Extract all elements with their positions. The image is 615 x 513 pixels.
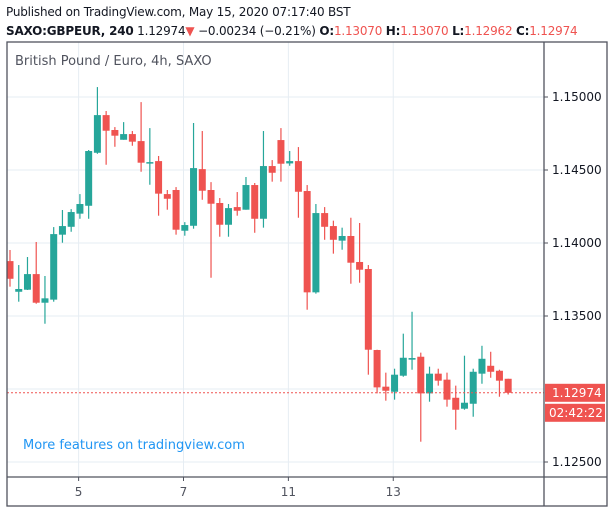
candle-down <box>233 207 241 211</box>
candle-down <box>277 140 285 164</box>
candle-down <box>6 261 14 279</box>
countdown-badge <box>545 403 605 422</box>
candle-down <box>487 365 495 372</box>
candle-down <box>268 166 276 173</box>
chart-frame <box>6 41 608 507</box>
grid <box>7 42 544 477</box>
candle-up <box>408 358 416 360</box>
tradingview-link[interactable]: More features on tradingview.com <box>23 438 245 453</box>
y-tick-label: 1.15000 <box>552 90 602 104</box>
close-label: C: <box>516 24 530 38</box>
candle-down <box>216 202 224 225</box>
x-tick-label: 13 <box>386 485 401 499</box>
x-tick-label: 11 <box>281 485 296 499</box>
candle-up <box>286 161 294 164</box>
candle-up <box>181 225 189 231</box>
last-price-badge <box>545 383 605 402</box>
candle-down <box>163 194 171 199</box>
candle-up <box>259 166 267 219</box>
countdown-label: 02:42:22 <box>549 406 603 420</box>
candle-down <box>294 161 302 192</box>
axes: 5 7 11 13 1.15000 1.14500 1.14000 1.13500 1.1250… <box>6 41 608 507</box>
last-price: 1.12974 <box>137 24 186 38</box>
candle-up <box>469 371 477 404</box>
candle-down <box>382 386 390 391</box>
candle-up <box>225 208 232 225</box>
candle-down <box>137 141 145 163</box>
candle-down <box>102 115 110 131</box>
candle-up <box>478 358 486 374</box>
candle-up <box>460 402 468 409</box>
open-value: 1.13070 <box>333 24 383 38</box>
candle-down <box>303 191 311 293</box>
x-tick-label: 5 <box>75 485 83 499</box>
chart-title: British Pound / Euro, 4h, SAXO <box>15 54 212 69</box>
candle-down <box>452 397 460 410</box>
candle-down <box>111 129 119 136</box>
candle-down <box>321 213 329 227</box>
candle-up <box>426 373 434 394</box>
candle-down <box>417 356 425 394</box>
last-price-label: 1.12974 <box>552 386 602 400</box>
candle-down <box>128 134 136 142</box>
candle-up <box>50 234 58 300</box>
candle-down <box>495 370 503 381</box>
candle-down <box>373 350 381 388</box>
published-line: Published on TradingView.com, May 15, 20… <box>6 5 351 19</box>
candle-down <box>347 235 355 263</box>
high-label: H: <box>385 24 401 38</box>
candle-down <box>364 268 372 350</box>
open-label: O: <box>319 24 334 38</box>
symbol-name: SAXO:GBPEUR, 240 <box>6 24 134 38</box>
close-value: 1.12974 <box>529 24 578 38</box>
candle-up <box>85 151 93 206</box>
candle-up <box>93 115 101 153</box>
candle-down <box>504 378 512 393</box>
y-tick-label: 1.13500 <box>552 309 602 323</box>
candle-up <box>146 162 154 164</box>
candle-up <box>242 185 250 210</box>
candle-down <box>329 226 337 240</box>
candle-down <box>198 169 206 191</box>
candle-down <box>434 373 442 381</box>
y-tick-label: 1.12500 <box>552 455 602 469</box>
symbol-line: SAXO:GBPEUR, 240 1.12974▼ −0.00234 (−0.2… <box>6 24 578 38</box>
candle-down <box>207 190 215 204</box>
candle-up <box>399 357 407 376</box>
candle-up <box>58 226 66 235</box>
candle-up <box>312 213 320 293</box>
candle-up <box>23 274 31 290</box>
candle-down <box>251 185 259 219</box>
candle-up <box>120 134 128 140</box>
candle-up <box>67 212 75 227</box>
triangle-down-icon: ▼ <box>185 24 195 38</box>
candle-up <box>338 235 346 241</box>
price-change: −0.00234 (−0.21%) <box>198 24 316 38</box>
y-tick-label: 1.14500 <box>552 163 602 177</box>
high-value: 1.13070 <box>400 24 449 38</box>
y-tick-label: 1.14000 <box>552 236 602 250</box>
low-value: 1.12962 <box>464 24 513 38</box>
candle-down <box>155 161 163 194</box>
candle-up <box>15 288 23 292</box>
candle-up <box>41 298 49 303</box>
candle-up <box>76 204 84 214</box>
candle-down <box>356 261 364 270</box>
candle-down <box>172 190 180 230</box>
low-label: L: <box>452 24 465 38</box>
candle-down <box>32 274 40 303</box>
candle-up <box>190 168 198 226</box>
candle-down <box>443 379 451 400</box>
candles <box>6 87 544 442</box>
x-tick-label: 7 <box>180 485 188 499</box>
candle-up <box>391 374 399 392</box>
